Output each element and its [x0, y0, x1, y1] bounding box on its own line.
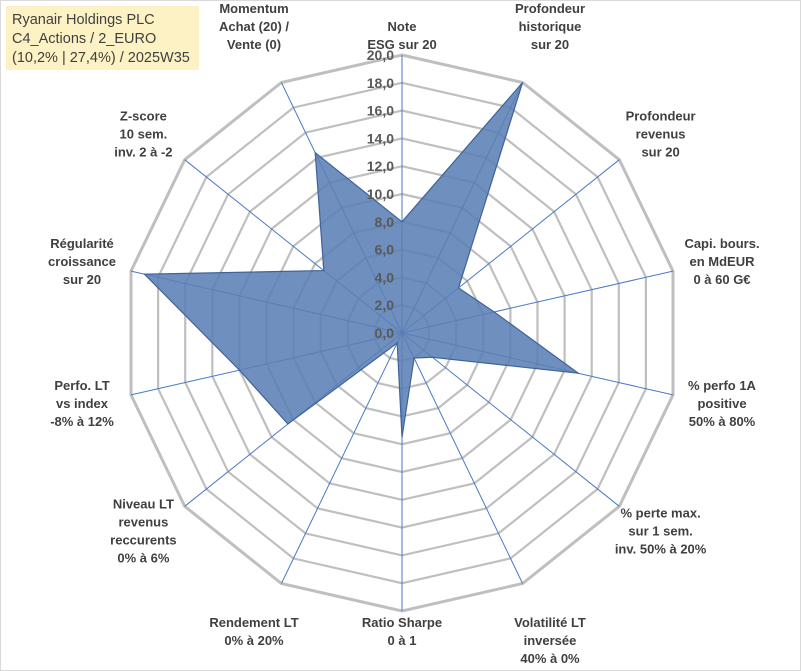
spoke-5: [401, 332, 620, 507]
tick-label-3: 6,0: [375, 242, 395, 258]
tick-label-0: 0,0: [375, 325, 395, 341]
axis-label-3: Capi. bours. en MdEUR 0 à 60 G€: [684, 236, 759, 287]
axis-label-9: Niveau LT revenus reccurents 0% à 6%: [110, 496, 176, 565]
axis-label-5: % perte max. sur 1 sem. inv. 50% à 20%: [615, 505, 707, 556]
radar-tick-labels: 0,0 2,0 4,0 6,0 8,0 10,0 12,0 14,0 16,0 18,0 20,0: [367, 47, 394, 341]
axis-label-8: Rendement LT 0% à 20%: [209, 615, 298, 648]
tick-label-2: 4,0: [375, 269, 395, 285]
axis-label-6: Volatilité LT inversée 40% à 0%: [514, 615, 586, 666]
axis-label-10: Perfo. LT vs index -8% à 12%: [50, 378, 114, 429]
tick-label-5: 10,0: [367, 186, 394, 202]
tick-label-1: 2,0: [375, 297, 395, 313]
spoke-6: [401, 332, 524, 584]
tick-label-10: 20,0: [367, 47, 394, 63]
axis-label-4: % perfo 1A positive 50% à 80%: [688, 378, 757, 429]
axis-label-1: Profondeur historique sur 20: [515, 1, 585, 52]
title-line-2: C4_Actions / 2_EURO: [12, 31, 157, 47]
tick-label-8: 16,0: [367, 103, 394, 119]
series-area: [143, 82, 581, 438]
axis-label-7: Ratio Sharpe 0 à 1: [362, 615, 442, 648]
radar-series: [143, 82, 581, 438]
tick-label-9: 18,0: [367, 75, 394, 91]
title-line-1: Ryanair Holdings PLC: [12, 12, 155, 28]
tick-label-4: 8,0: [375, 214, 395, 230]
tick-label-6: 12,0: [367, 158, 394, 174]
axis-label-11: Régularité croissance sur 20: [48, 236, 116, 287]
tick-label-7: 14,0: [367, 130, 394, 146]
axis-label-2: Profondeur revenus sur 20: [626, 109, 696, 160]
radar-axis-labels: Note ESG sur 20 Profondeur historique sur 20…: [48, 1, 760, 666]
title-line-3: (10,2% | 27,4%) / 2025W35: [12, 50, 190, 66]
spoke-8: [280, 332, 403, 584]
chart-title-box: Ryanair Holdings PLC C4_Actions / 2_EURO…: [6, 6, 199, 70]
axis-label-13: Momentum Achat (20) / Vente (0): [219, 1, 289, 52]
axis-label-12: Z-score 10 sem. inv. 2 à -2: [114, 109, 172, 160]
axis-label-0: Note ESG sur 20: [367, 19, 436, 52]
